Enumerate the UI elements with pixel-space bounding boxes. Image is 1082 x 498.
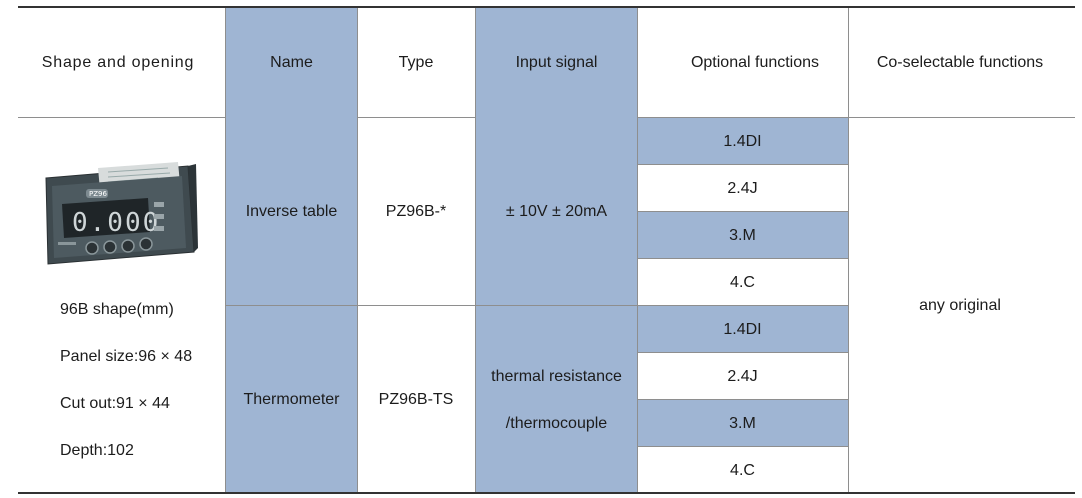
row2-option-4: 4.C bbox=[730, 461, 755, 479]
option-bg bbox=[637, 400, 848, 446]
co-selectable-value: any original bbox=[919, 297, 1001, 315]
row2-option-1: 1.4DI bbox=[723, 320, 762, 338]
header-type: Type bbox=[398, 54, 434, 72]
row2-input: thermal resistance /thermocouple bbox=[476, 306, 637, 494]
header-input-signal: Input signal bbox=[515, 54, 598, 72]
row1-option-3: 3.M bbox=[729, 226, 756, 244]
option-bg bbox=[637, 212, 848, 258]
option-separator bbox=[637, 446, 848, 447]
option-separator bbox=[637, 258, 848, 259]
top-rule bbox=[18, 6, 1075, 8]
name-column-bg bbox=[226, 8, 357, 492]
input-column-bg bbox=[476, 8, 637, 492]
row2-input-line1: thermal resistance bbox=[491, 368, 622, 386]
row-separator bbox=[226, 305, 848, 306]
option-separator bbox=[637, 352, 848, 353]
row1-input: ± 10V ± 20mA bbox=[505, 203, 608, 221]
col-divider bbox=[357, 8, 358, 492]
row1-option-2: 2.4J bbox=[727, 179, 758, 197]
col-divider bbox=[637, 8, 638, 492]
cut-out: Cut out:91 × 44 bbox=[60, 395, 170, 412]
col-divider bbox=[848, 8, 849, 492]
option-separator bbox=[637, 399, 848, 400]
row1-option-1: 1.4DI bbox=[723, 132, 762, 150]
option-separator bbox=[637, 164, 848, 165]
depth: Depth:102 bbox=[60, 442, 134, 459]
row1-type: PZ96B-* bbox=[385, 203, 447, 221]
col-divider bbox=[475, 8, 476, 492]
option-separator bbox=[637, 211, 848, 212]
row2-input-line2: /thermocouple bbox=[505, 414, 608, 432]
device-image: 0.000 PZ96 bbox=[38, 156, 198, 274]
row2-option-2: 2.4J bbox=[727, 367, 758, 385]
row2-option-3: 3.M bbox=[729, 414, 756, 432]
row2-type: PZ96B-TS bbox=[378, 391, 454, 409]
svg-text:PZ96: PZ96 bbox=[89, 190, 107, 198]
row2-name: Thermometer bbox=[243, 391, 340, 409]
header-name: Name bbox=[270, 54, 313, 72]
panel-size: Panel size:96 × 48 bbox=[60, 348, 193, 365]
svg-text:0.000: 0.000 bbox=[72, 208, 160, 238]
col-divider bbox=[225, 8, 226, 492]
option-bg bbox=[637, 118, 848, 164]
shape-description: 96B shape(mm) Panel size:96 × 48 Cut out… bbox=[60, 300, 192, 488]
row1-name: Inverse table bbox=[245, 203, 338, 221]
header-co-selectable: Co-selectable functions bbox=[876, 54, 1044, 72]
header-optional-functions: Optional functions bbox=[690, 54, 820, 72]
option-bg bbox=[637, 306, 848, 352]
row1-option-4: 4.C bbox=[730, 273, 755, 291]
header-shape-opening: Shape and opening bbox=[41, 54, 195, 72]
shape-title: 96B shape(mm) bbox=[60, 301, 174, 318]
bottom-rule bbox=[18, 492, 1075, 494]
